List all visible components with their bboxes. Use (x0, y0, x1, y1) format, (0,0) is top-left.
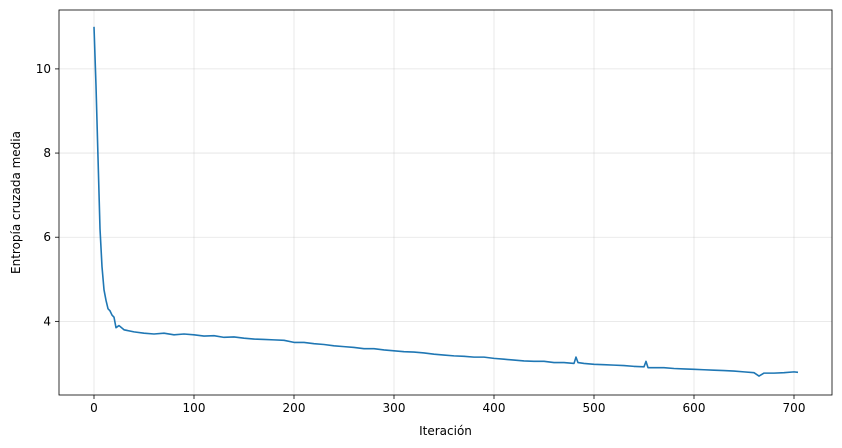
x-tick-label: 200 (283, 401, 306, 415)
y-tick-label: 8 (43, 146, 51, 160)
y-tick-label: 6 (43, 230, 51, 244)
y-tick-label: 10 (36, 62, 51, 76)
x-tick-label: 300 (383, 401, 406, 415)
x-axis: 0 100 200 300 400 500 600 700 (90, 395, 805, 415)
x-tick-label: 700 (783, 401, 806, 415)
y-axis-label: Entropía cruzada media (9, 131, 23, 274)
y-axis: 4 6 8 10 (36, 62, 59, 328)
x-axis-label: Iteración (419, 424, 472, 438)
x-tick-label: 600 (683, 401, 706, 415)
x-tick-label: 100 (183, 401, 206, 415)
grid (59, 10, 832, 395)
series-layer (93, 26, 799, 377)
y-tick-label: 4 (43, 314, 51, 328)
series-line-0 (93, 26, 799, 377)
x-tick-label: 500 (583, 401, 606, 415)
x-tick-label: 400 (483, 401, 506, 415)
plot-frame (58, 9, 833, 396)
x-tick-label: 0 (90, 401, 98, 415)
